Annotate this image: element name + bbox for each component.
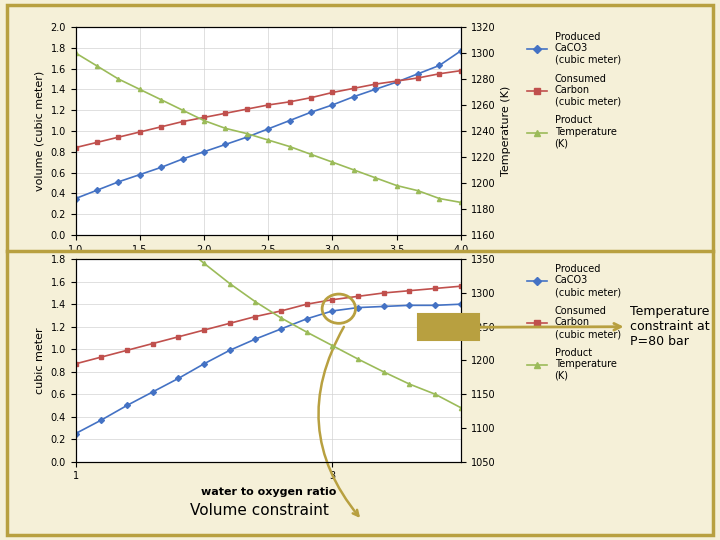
Y-axis label: Temperature (K): Temperature (K) xyxy=(501,86,510,176)
X-axis label: water to oxygen ratio: water to oxygen ratio xyxy=(208,260,328,270)
Text: Temperature
constraint at
P=80 bar: Temperature constraint at P=80 bar xyxy=(630,305,710,348)
X-axis label: water to oxygen ratio: water to oxygen ratio xyxy=(200,487,336,497)
Legend: Produced
CaCO3
(cubic meter), Consumed
Carbon
(cubic meter), Product
Temperature: Produced CaCO3 (cubic meter), Consumed C… xyxy=(523,28,624,153)
Legend: Produced
CaCO3
(cubic meter), Consumed
Carbon
(cubic meter), Product
Temperature: Produced CaCO3 (cubic meter), Consumed C… xyxy=(523,260,624,385)
Text: Volume constraint: Volume constraint xyxy=(190,503,328,518)
Y-axis label: cubic meter: cubic meter xyxy=(35,327,45,394)
Text: 1250: 1250 xyxy=(431,321,466,334)
Y-axis label: volume (cubic meter): volume (cubic meter) xyxy=(35,71,45,191)
